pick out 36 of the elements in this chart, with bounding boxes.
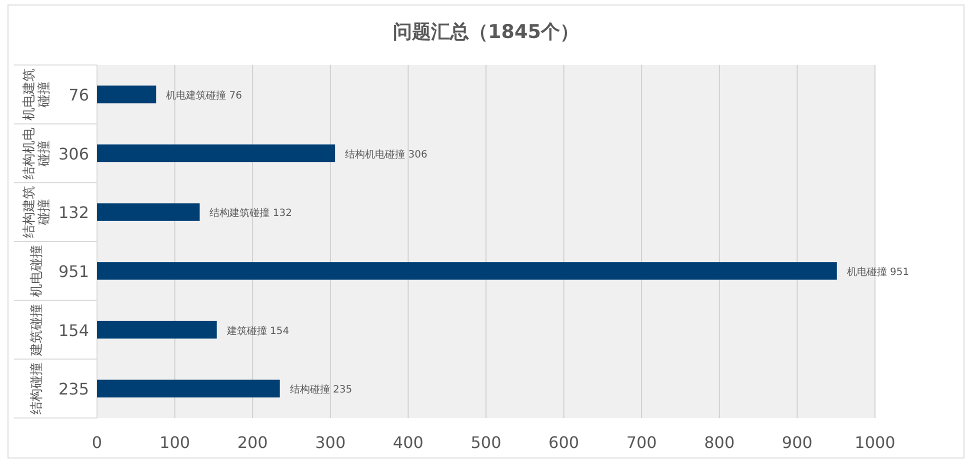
bar <box>97 144 336 162</box>
y-tick-label: 建筑碰撞 <box>30 304 45 357</box>
annotation: 建筑碰撞 154 <box>226 324 290 337</box>
x-tick-label: 300 <box>315 433 346 452</box>
x-tick-label: 100 <box>160 433 190 452</box>
y-tick-label: 机电碰撞 <box>30 244 45 297</box>
x-tick-label: 500 <box>470 433 502 452</box>
x-tick-label: 700 <box>626 433 657 452</box>
data-label: 76 <box>68 85 89 104</box>
bar <box>97 203 200 221</box>
chart-title: 问题汇总（1845个） <box>393 21 579 43</box>
data-label: 132 <box>58 203 89 222</box>
y-tick-label: 结构建筑碰撞 <box>22 186 52 238</box>
x-tick-label: 600 <box>548 433 580 452</box>
x-tick-label: 1000 <box>854 433 896 452</box>
x-tick-label: 400 <box>392 433 424 452</box>
y-tick-label: 结构机电碰撞 <box>22 127 52 180</box>
x-tick-label: 800 <box>704 433 735 452</box>
data-label: 306 <box>58 144 89 164</box>
bar <box>97 86 156 104</box>
y-tick-label: 结构碰撞 <box>30 362 45 415</box>
annotation: 结构机电碰撞 306 <box>345 148 428 160</box>
data-label: 154 <box>58 320 89 340</box>
annotation: 机电建筑碰撞 76 <box>166 89 242 102</box>
x-tick-label: 0 <box>92 433 102 452</box>
bar <box>97 320 217 339</box>
x-tick-label: 900 <box>782 433 812 452</box>
data-label: 235 <box>58 380 89 399</box>
y-tick-label: 机电建筑碰撞 <box>22 68 52 120</box>
data-label: 951 <box>58 262 89 281</box>
annotation: 结构建筑碰撞 132 <box>210 207 292 220</box>
x-tick-label: 200 <box>237 433 268 452</box>
bar <box>97 262 837 280</box>
bar <box>97 380 280 398</box>
annotation: 结构碰撞 235 <box>290 384 352 396</box>
annotation: 机电碰撞 951 <box>846 266 910 278</box>
